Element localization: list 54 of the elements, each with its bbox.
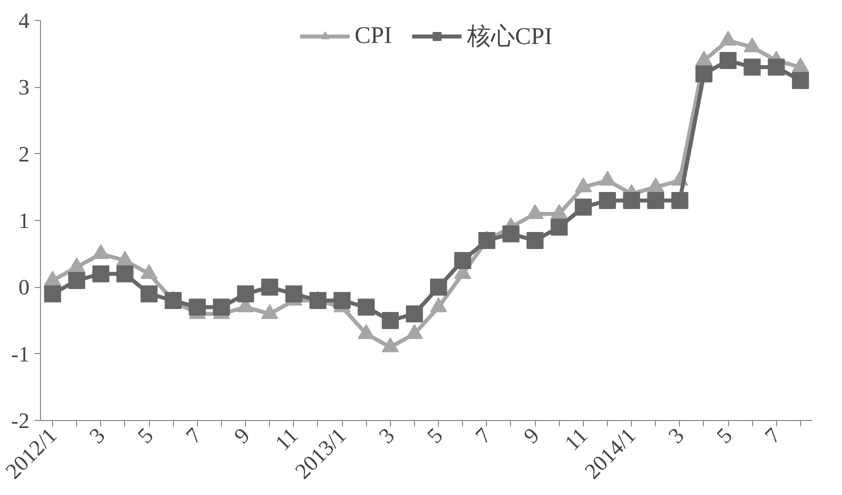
- x-tick-label: 3: [374, 422, 400, 448]
- y-tick-label: -1: [11, 341, 30, 366]
- point: [334, 292, 351, 309]
- point: [647, 177, 664, 192]
- point: [140, 285, 158, 302]
- point: [68, 272, 86, 289]
- x-tick-label: 5: [711, 422, 737, 448]
- point: [212, 298, 230, 316]
- point: [647, 192, 664, 209]
- y-tick-label: 1: [18, 208, 30, 233]
- point: [671, 192, 688, 209]
- x-tick-label: 9: [228, 422, 254, 448]
- x-tick-label: 7: [760, 422, 786, 448]
- y-tick-label: -2: [11, 408, 30, 433]
- point: [309, 292, 326, 309]
- x-tick-label: 3: [663, 422, 689, 448]
- point: [598, 170, 616, 186]
- point: [550, 218, 568, 236]
- point: [502, 225, 520, 242]
- x-tick-label: 7: [470, 422, 496, 448]
- point: [695, 50, 712, 66]
- point: [237, 285, 254, 302]
- point: [164, 292, 182, 309]
- point: [574, 177, 592, 192]
- point: [526, 232, 544, 249]
- legend-label: 核心CPI: [467, 22, 552, 52]
- x-tick-label: 5: [132, 422, 158, 448]
- point: [261, 278, 278, 296]
- point: [285, 285, 302, 302]
- legend-label: CPI: [354, 22, 392, 50]
- point: [92, 265, 110, 282]
- point: [598, 192, 616, 209]
- x-tick-label: 7: [180, 422, 206, 448]
- point: [406, 305, 423, 322]
- x-tick-label: 5: [422, 422, 448, 448]
- y-tick-label: 3: [18, 74, 30, 100]
- point: [720, 30, 737, 46]
- point: [430, 278, 448, 296]
- point: [188, 298, 206, 316]
- point: [358, 298, 375, 316]
- y-tick-label: 0: [18, 274, 30, 300]
- y-tick-label: 4: [18, 8, 30, 33]
- x-tick-label: 9: [518, 422, 544, 448]
- point: [116, 265, 134, 282]
- point: [454, 252, 472, 269]
- point: [744, 37, 761, 52]
- point: [382, 312, 399, 329]
- point: [478, 232, 496, 249]
- y-tick-label: 2: [18, 141, 30, 166]
- point: [44, 285, 62, 302]
- point: [792, 57, 809, 72]
- point: [574, 198, 592, 216]
- point: [623, 192, 640, 209]
- x-tick-label: 3: [84, 422, 110, 448]
